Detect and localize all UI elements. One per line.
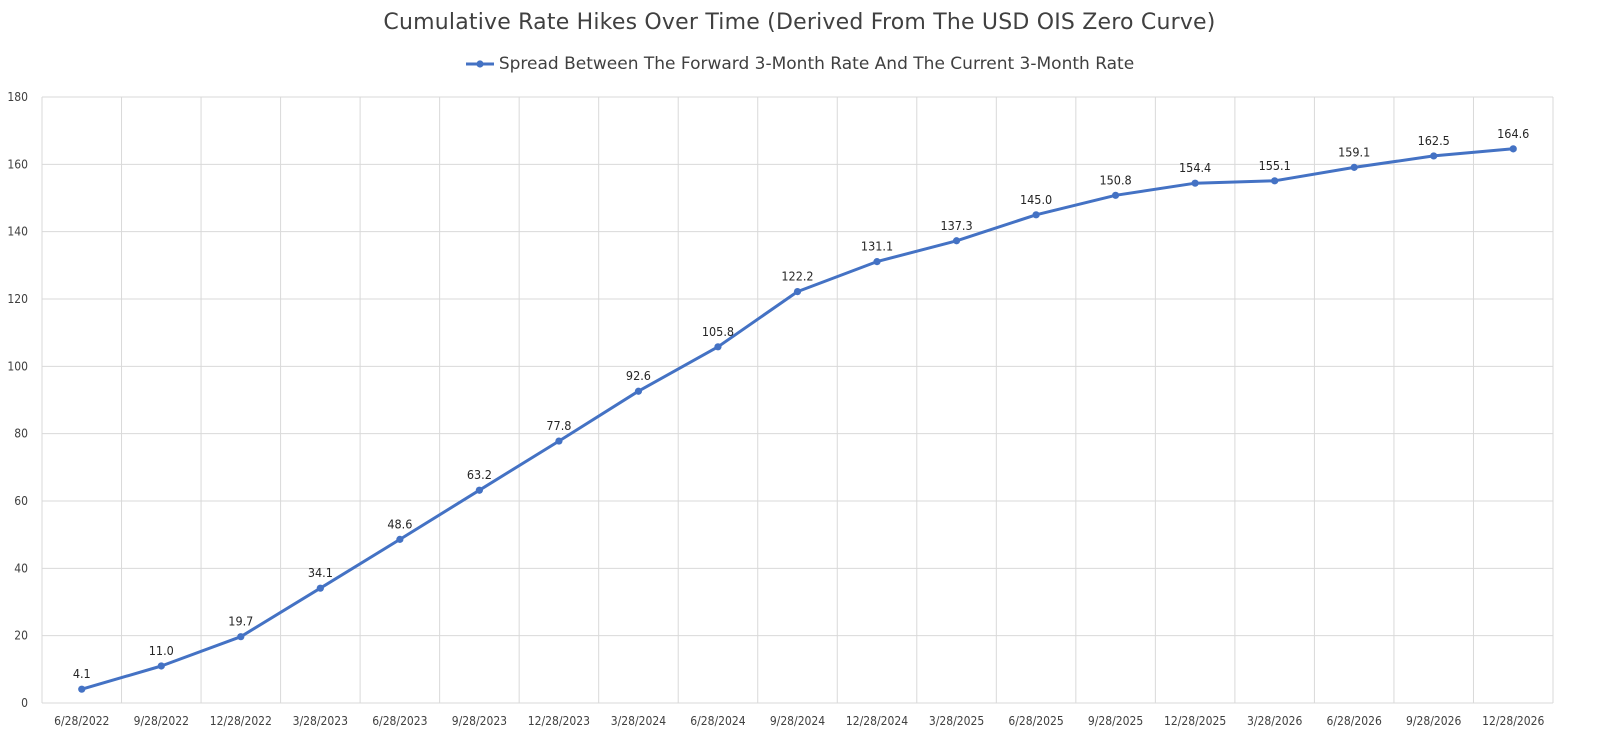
data-label: 34.1 xyxy=(308,565,333,580)
x-tick-label: 9/28/2026 xyxy=(1406,714,1461,728)
x-tick-label: 3/28/2024 xyxy=(611,714,666,728)
data-point xyxy=(1350,163,1358,171)
y-tick-label: 120 xyxy=(7,292,28,306)
data-point xyxy=(1430,152,1438,160)
x-tick-label: 12/28/2025 xyxy=(1164,714,1226,728)
x-tick-label: 9/28/2022 xyxy=(134,714,189,728)
x-tick-label: 9/28/2024 xyxy=(770,714,825,728)
data-point xyxy=(952,237,961,245)
data-label: 48.6 xyxy=(387,516,412,531)
data-point xyxy=(1271,177,1279,185)
y-tick-label: 60 xyxy=(14,494,28,508)
x-tick-label: 3/28/2023 xyxy=(293,714,348,728)
x-tick-label: 12/28/2023 xyxy=(528,714,590,728)
data-label: 105.8 xyxy=(702,324,734,339)
x-tick-label: 9/28/2023 xyxy=(452,714,507,728)
data-label: 122.2 xyxy=(781,269,813,284)
data-label: 164.6 xyxy=(1497,126,1529,141)
x-tick-label: 3/28/2025 xyxy=(929,714,984,728)
data-label: 137.3 xyxy=(940,218,972,233)
x-tick-label: 12/28/2026 xyxy=(1482,714,1544,728)
data-label: 154.4 xyxy=(1179,160,1211,175)
legend-swatch xyxy=(465,60,494,68)
data-label: 11.0 xyxy=(149,643,174,658)
data-point xyxy=(1191,179,1199,187)
data-point xyxy=(475,486,483,494)
data-point xyxy=(78,685,86,693)
legend: Spread Between The Forward 3-Month Rate … xyxy=(0,54,1599,74)
y-tick-label: 180 xyxy=(7,90,28,104)
x-tick-label: 6/28/2023 xyxy=(372,714,427,728)
data-point xyxy=(793,287,802,296)
data-point xyxy=(1112,191,1120,199)
y-tick-label: 40 xyxy=(14,561,28,575)
y-tick-label: 160 xyxy=(7,157,28,171)
data-label: 63.2 xyxy=(467,467,492,482)
y-tick-label: 0 xyxy=(21,696,28,710)
x-tick-label: 6/28/2026 xyxy=(1327,714,1382,728)
data-label: 159.1 xyxy=(1338,144,1370,159)
y-tick-label: 140 xyxy=(7,225,28,239)
series-line xyxy=(80,147,1515,691)
data-point xyxy=(555,437,563,445)
x-tick-label: 12/28/2024 xyxy=(846,714,908,728)
data-point xyxy=(316,584,324,592)
data-point xyxy=(634,387,643,395)
data-point xyxy=(714,343,722,351)
data-point xyxy=(1032,211,1040,219)
legend-swatch-marker xyxy=(476,60,484,68)
y-tick-label: 20 xyxy=(14,629,28,643)
x-tick-label: 9/28/2025 xyxy=(1088,714,1143,728)
data-label: 155.1 xyxy=(1259,158,1291,173)
legend-entry-label: Spread Between The Forward 3-Month Rate … xyxy=(498,54,1135,74)
data-label: 92.6 xyxy=(626,368,651,383)
x-tick-label: 3/28/2026 xyxy=(1247,714,1302,728)
data-point xyxy=(237,633,245,641)
data-label: 77.8 xyxy=(546,418,571,433)
data-label: 145.0 xyxy=(1020,192,1052,207)
x-tick-label: 12/28/2022 xyxy=(210,714,272,728)
chart-title: Cumulative Rate Hikes Over Time (Derived… xyxy=(383,10,1216,35)
data-label: 19.7 xyxy=(228,614,253,629)
data-point xyxy=(1509,145,1517,153)
data-label: 162.5 xyxy=(1418,133,1450,148)
data-point xyxy=(873,258,881,266)
x-tick-label: 6/28/2024 xyxy=(690,714,745,728)
data-label: 150.8 xyxy=(1100,172,1132,187)
x-tick-label: 6/28/2025 xyxy=(1008,714,1063,728)
y-tick-label: 100 xyxy=(7,359,28,373)
data-point xyxy=(157,662,165,670)
y-tick-label: 80 xyxy=(14,427,28,441)
x-tick-label: 6/28/2022 xyxy=(54,714,109,728)
data-point xyxy=(396,535,404,543)
data-label: 4.1 xyxy=(73,666,91,681)
data-label: 131.1 xyxy=(861,239,893,254)
